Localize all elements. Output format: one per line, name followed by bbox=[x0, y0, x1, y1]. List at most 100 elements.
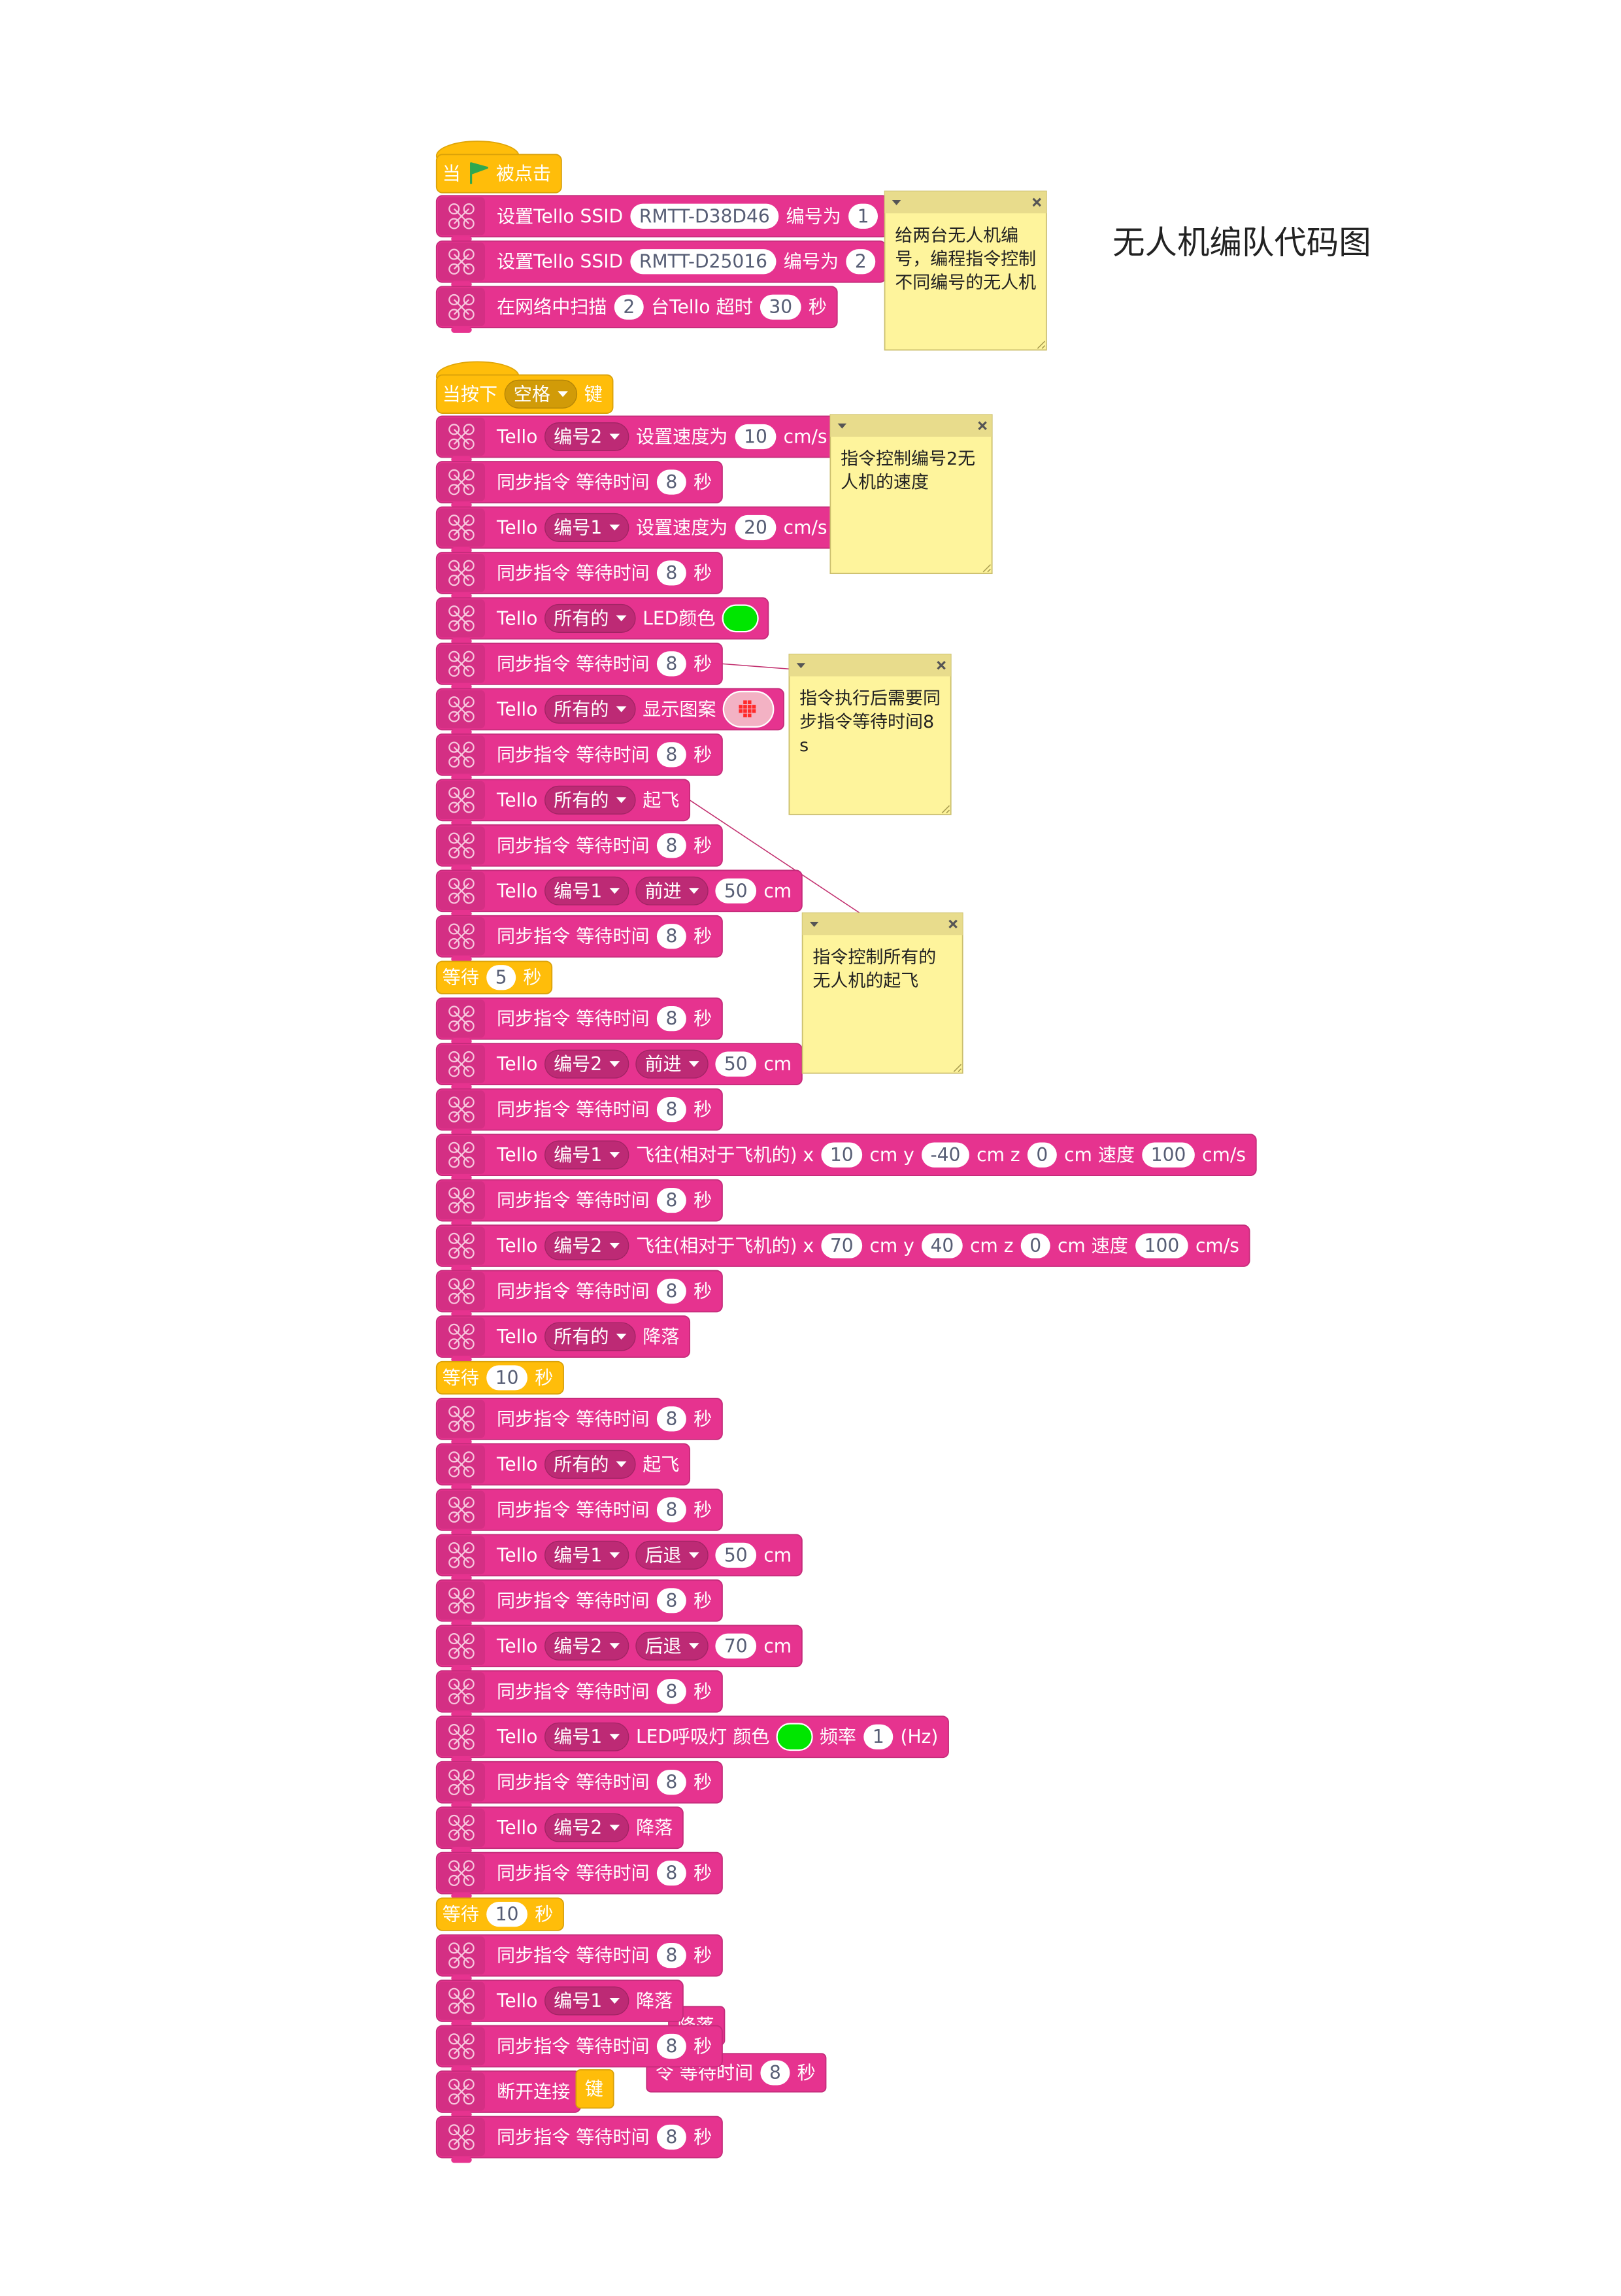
drone-icon bbox=[448, 1278, 475, 1304]
input-value: 8 bbox=[665, 2036, 677, 2057]
drone-icon bbox=[448, 2124, 475, 2150]
rotor bbox=[463, 1678, 475, 1690]
rotor bbox=[463, 1406, 475, 1417]
block-tab bbox=[451, 1893, 472, 1899]
drone-icon bbox=[448, 1005, 475, 1032]
pattern-pixel bbox=[743, 709, 747, 713]
rotor bbox=[463, 218, 475, 229]
drone-arms bbox=[453, 1948, 470, 1964]
input-value: 8 bbox=[665, 744, 677, 766]
drone-arms bbox=[453, 428, 470, 445]
dropdown-arrow bbox=[688, 1643, 699, 1649]
block-label: Tello bbox=[496, 1326, 537, 1347]
input-field bbox=[1020, 1233, 1050, 1258]
drone-icon bbox=[448, 248, 475, 275]
dropdown-value: 编号1 bbox=[554, 1544, 602, 1566]
input-field bbox=[656, 2124, 686, 2150]
rotor bbox=[463, 263, 475, 275]
input-value: 10 bbox=[744, 426, 767, 448]
rotor bbox=[463, 1020, 475, 1032]
input-value: 8 bbox=[665, 1408, 677, 1430]
rotor bbox=[463, 1232, 475, 1244]
input-field bbox=[656, 651, 686, 677]
rotor bbox=[463, 2033, 475, 2045]
drone-arms bbox=[453, 1729, 470, 1745]
block-label: 降落 bbox=[636, 1990, 673, 2012]
drone-arms bbox=[453, 254, 470, 270]
dropdown-value: 前进 bbox=[644, 880, 681, 902]
comment-text-box: 指令控制所有的无人机的起飞 bbox=[812, 947, 936, 990]
block-body bbox=[435, 1761, 723, 1804]
command-block: 同步指令 等待时间 8 秒 bbox=[435, 1398, 723, 1445]
rotor bbox=[448, 2048, 460, 2059]
rotor bbox=[463, 1957, 475, 1968]
drone-arms bbox=[453, 1638, 470, 1654]
rotor bbox=[463, 1156, 475, 1168]
block-label: 设置Tello SSID bbox=[497, 251, 623, 273]
rotor bbox=[448, 1942, 460, 1954]
close-icon bbox=[937, 660, 946, 670]
command-block: Tello 编号2 前进 50 cm bbox=[435, 1043, 803, 1090]
block-label: 当 bbox=[443, 163, 461, 184]
rotor bbox=[463, 1466, 475, 1477]
input-field bbox=[863, 1724, 894, 1749]
block-label: 断开连接 bbox=[497, 2081, 570, 2102]
block-tab bbox=[451, 281, 472, 288]
rotor bbox=[448, 923, 460, 935]
dropdown-value: 编号1 bbox=[554, 1726, 602, 1747]
block-body bbox=[435, 1579, 723, 1622]
block-label: 同步指令 等待时间 bbox=[497, 1499, 650, 1521]
page-title: 无人机编队代码图 bbox=[1112, 224, 1371, 262]
hat-block: 当 被点击 bbox=[435, 141, 562, 194]
block-label: 秒 bbox=[694, 1099, 712, 1121]
rotor bbox=[463, 892, 475, 904]
dropdown-arrow bbox=[609, 524, 620, 531]
rotor bbox=[463, 575, 475, 586]
drone-icon bbox=[448, 650, 475, 677]
block-label: 同步指令 等待时间 bbox=[497, 1863, 650, 1884]
dropdown bbox=[635, 876, 709, 905]
block-label: 降落 bbox=[636, 1817, 673, 1838]
drone-arms bbox=[453, 2084, 470, 2100]
drone-arms bbox=[453, 928, 470, 945]
drone-icon bbox=[448, 1096, 475, 1123]
drone-icon bbox=[448, 1232, 475, 1259]
block-label: 秒 bbox=[535, 1904, 553, 1925]
block-label: 设置Tello SSID bbox=[497, 205, 623, 227]
pattern-pixel bbox=[743, 700, 747, 705]
drone-icon bbox=[448, 1051, 475, 1077]
block-label: 键 bbox=[585, 2078, 603, 2100]
command-block: 同步指令 等待时间 8 秒 bbox=[435, 1761, 723, 1808]
dropdown-value: 编号1 bbox=[554, 1990, 602, 2012]
drone-icon bbox=[448, 787, 475, 813]
rotor bbox=[463, 1647, 475, 1659]
rotor bbox=[448, 666, 460, 677]
command-block: 同步指令 等待时间 8 秒 bbox=[435, 733, 723, 781]
drone-icon bbox=[448, 1860, 475, 1886]
dropdown-value: 编号2 bbox=[554, 1817, 602, 1838]
block-label: 当按下 bbox=[443, 383, 497, 405]
comment-header bbox=[830, 414, 992, 437]
rotor bbox=[448, 1247, 460, 1259]
rotor bbox=[463, 529, 475, 541]
dropdown bbox=[544, 513, 629, 543]
rotor bbox=[463, 1066, 475, 1077]
block-label: 秒 bbox=[694, 1863, 712, 1884]
comment-body bbox=[801, 912, 963, 1074]
block-label: 编号为 bbox=[784, 251, 839, 273]
rotor bbox=[463, 847, 475, 859]
dropdown-arrow bbox=[609, 888, 620, 894]
rotor bbox=[448, 263, 460, 275]
input-field bbox=[821, 1233, 863, 1258]
drone-icon bbox=[448, 696, 475, 722]
block-label: 等待 bbox=[443, 1904, 479, 1925]
rotor bbox=[463, 877, 475, 890]
input-value: 8 bbox=[769, 2062, 781, 2084]
pattern-pixel bbox=[739, 709, 743, 713]
drone-icon bbox=[448, 877, 475, 904]
rotor bbox=[463, 650, 475, 662]
command-block: Tello 所有的 降落 bbox=[435, 1315, 691, 1362]
input-field bbox=[922, 1142, 969, 1168]
command-block: 同步指令 等待时间 8 秒 bbox=[435, 2116, 723, 2163]
